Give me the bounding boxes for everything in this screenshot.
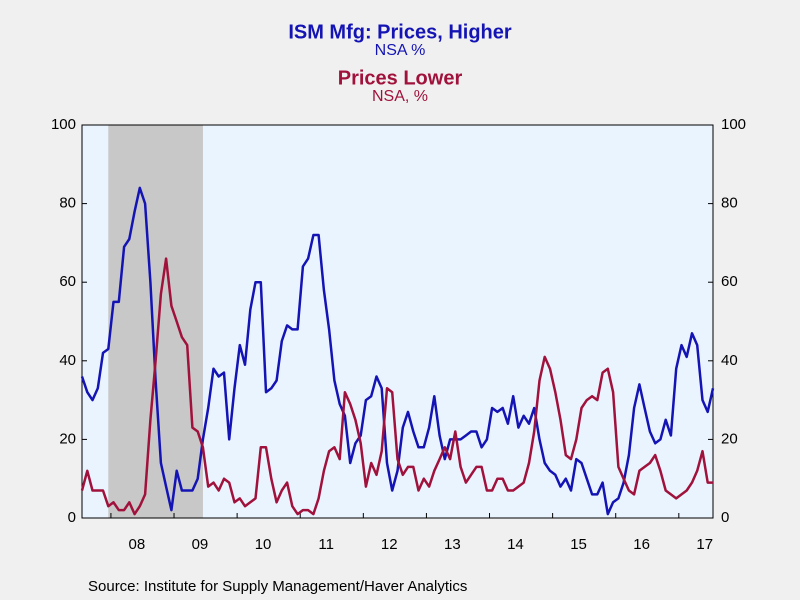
y-tick-label: 20 <box>59 430 76 447</box>
x-tick-label: 17 <box>696 536 713 553</box>
y2-tick-label: 0 <box>721 509 729 526</box>
series-line <box>80 257 713 516</box>
recession-shade <box>108 125 203 518</box>
plot-frame <box>81 124 714 519</box>
x-tick-label: 12 <box>381 536 398 553</box>
series-units: NSA, % <box>372 88 428 105</box>
y-tick-label: 100 <box>51 116 76 133</box>
y-tick-label: 80 <box>59 195 76 212</box>
x-tick-label: 16 <box>633 536 650 553</box>
x-tick-label: 10 <box>255 536 272 553</box>
x-tick-label: 11 <box>318 536 334 553</box>
y2-tick-label: 40 <box>721 352 738 369</box>
series-line <box>80 186 715 516</box>
y-tick-label: 0 <box>68 509 76 526</box>
x-tick-label: 14 <box>507 536 524 553</box>
x-tick-label: 09 <box>192 536 209 553</box>
x-tick-label: 08 <box>128 536 145 553</box>
series-title: Prices Lower <box>338 67 463 89</box>
series-title: ISM Mfg: Prices, Higher <box>288 21 512 43</box>
x-tick-label: 15 <box>570 536 587 553</box>
y2-tick-label: 60 <box>721 273 738 290</box>
y2-tick-label: 20 <box>721 430 738 447</box>
y2-tick-label: 100 <box>721 116 746 133</box>
y-tick-label: 40 <box>59 352 76 369</box>
y-tick-label: 60 <box>59 273 76 290</box>
series-units: NSA % <box>375 42 426 59</box>
y2-tick-label: 80 <box>721 195 738 212</box>
x-tick-label: 13 <box>444 536 461 553</box>
source-note: Source: Institute for Supply Management/… <box>88 578 467 595</box>
shade-layer <box>108 125 203 518</box>
